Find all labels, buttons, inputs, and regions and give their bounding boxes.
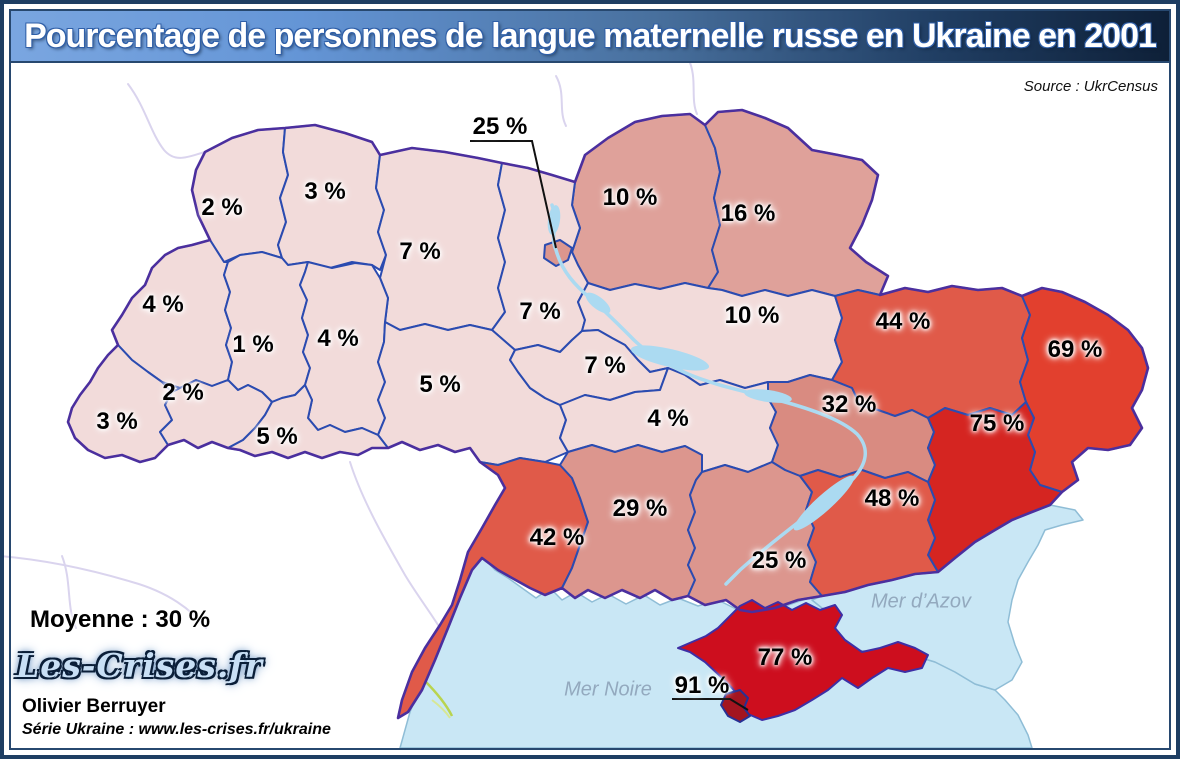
label-kirovohrad: 4 % bbox=[647, 405, 689, 432]
neighbor-border-3 bbox=[687, 57, 698, 115]
label-kharkiv: 44 % bbox=[875, 308, 931, 335]
leader-line-kyiv-city bbox=[470, 140, 557, 249]
label-vinnytsia: 5 % bbox=[419, 371, 461, 398]
label-mykolaiv: 29 % bbox=[612, 495, 668, 522]
label-mer-noire: Mer Noire bbox=[564, 678, 652, 701]
label-ivano-frankivsk: 2 % bbox=[162, 379, 204, 406]
label-zaporizhzhia: 48 % bbox=[864, 485, 920, 512]
neighbor-border-2 bbox=[555, 75, 567, 127]
label-donetsk: 75 % bbox=[969, 410, 1025, 437]
label-zhytomyr: 7 % bbox=[399, 238, 441, 265]
region-luhansk bbox=[1019, 287, 1149, 493]
label-ternopil: 1 % bbox=[232, 331, 274, 358]
label-chernihiv: 10 % bbox=[602, 184, 658, 211]
label-luhansk: 69 % bbox=[1047, 336, 1103, 363]
label-khmelnytskyi: 4 % bbox=[317, 325, 359, 352]
label-dnipropetrovsk: 32 % bbox=[821, 391, 877, 418]
neighbor-border-5 bbox=[0, 555, 207, 629]
neighbor-border-6 bbox=[61, 555, 77, 629]
country-border bbox=[66, 108, 1150, 720]
reservoir-4 bbox=[744, 389, 792, 403]
author-name: Olivier Berruyer bbox=[22, 696, 166, 717]
label-lviv: 4 % bbox=[142, 291, 184, 318]
source-caption: Source : UkrCensus bbox=[1023, 78, 1158, 95]
region-ternopil bbox=[223, 251, 311, 403]
reservoir-5 bbox=[793, 475, 855, 531]
label-volyn: 2 % bbox=[201, 194, 243, 221]
label-odesa: 42 % bbox=[529, 524, 585, 551]
label-rivne: 3 % bbox=[304, 178, 346, 205]
label-sevastopol: 91 % bbox=[674, 672, 730, 699]
reservoir-3 bbox=[630, 345, 710, 371]
neighbor-border-1 bbox=[127, 83, 206, 159]
label-poltava: 10 % bbox=[724, 302, 780, 329]
label-kyiv-oblast: 7 % bbox=[519, 298, 561, 325]
leader-line-sevastopol bbox=[672, 698, 749, 711]
danube-delta-coast bbox=[423, 679, 454, 717]
page-title: Pourcentage de personnes de langue mater… bbox=[24, 16, 1157, 55]
region-kherson bbox=[687, 461, 823, 613]
label-kyiv-city: 25 % bbox=[472, 113, 528, 140]
series-url: Série Ukraine : www.les-crises.fr/ukrain… bbox=[22, 721, 331, 738]
average-value: Moyenne : 30 % bbox=[30, 606, 211, 633]
label-chernivtsi: 5 % bbox=[256, 423, 298, 450]
label-sumy: 16 % bbox=[720, 200, 776, 227]
label-kherson: 25 % bbox=[751, 547, 807, 574]
label-mer-azov: Mer d’Azov bbox=[870, 590, 972, 613]
label-cherkasy: 7 % bbox=[584, 352, 626, 379]
label-crimea: 77 % bbox=[757, 644, 813, 671]
les-crises-logo: Les-Crises.fr bbox=[16, 646, 263, 685]
danube-delta-coast-2 bbox=[431, 699, 451, 719]
label-zakarpattia: 3 % bbox=[96, 408, 138, 435]
title-bar: Pourcentage de personnes de langue mater… bbox=[11, 11, 1169, 63]
reservoir-2 bbox=[585, 292, 611, 314]
